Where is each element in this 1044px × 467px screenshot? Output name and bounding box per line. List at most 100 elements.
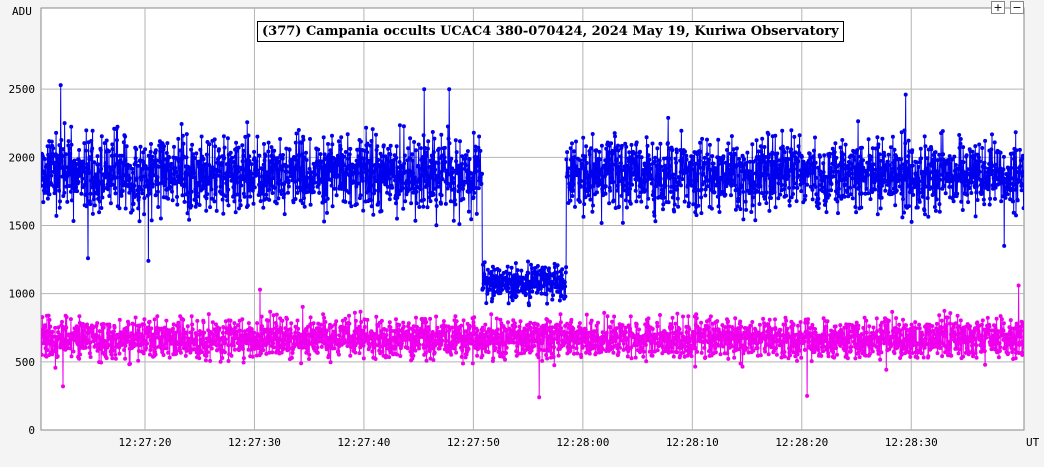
data-point xyxy=(510,266,514,270)
data-point xyxy=(829,188,833,192)
data-point xyxy=(563,280,567,284)
data-point xyxy=(903,178,907,182)
data-point xyxy=(246,204,250,208)
data-point xyxy=(817,202,821,206)
data-point xyxy=(449,353,453,357)
data-point xyxy=(579,179,583,183)
data-point xyxy=(173,166,177,170)
data-point xyxy=(344,150,348,154)
data-point xyxy=(858,155,862,159)
data-point xyxy=(385,168,389,172)
data-point xyxy=(531,277,535,281)
data-point xyxy=(422,133,426,137)
data-point xyxy=(436,161,440,165)
data-point xyxy=(452,219,456,223)
data-point xyxy=(209,187,213,191)
data-point xyxy=(783,183,787,187)
data-point xyxy=(685,194,689,198)
data-point xyxy=(707,158,711,162)
data-point xyxy=(268,188,272,192)
data-point xyxy=(674,322,678,326)
data-point xyxy=(925,156,929,160)
data-point xyxy=(906,154,910,158)
data-point xyxy=(328,169,332,173)
data-point xyxy=(609,158,613,162)
data-point xyxy=(219,185,223,189)
data-point xyxy=(356,182,360,186)
data-point xyxy=(117,171,121,175)
data-point xyxy=(972,176,976,180)
data-point xyxy=(187,218,191,222)
data-point xyxy=(149,326,153,330)
data-point xyxy=(1022,206,1026,210)
data-point xyxy=(84,346,88,350)
data-point xyxy=(305,158,309,162)
data-point xyxy=(80,177,84,181)
data-point xyxy=(417,143,421,147)
data-point xyxy=(311,185,315,189)
data-point xyxy=(64,152,68,156)
data-point xyxy=(475,155,479,159)
data-point xyxy=(675,312,679,316)
data-point xyxy=(429,160,433,164)
data-point xyxy=(993,197,997,201)
data-point xyxy=(883,189,887,193)
data-point xyxy=(259,351,263,355)
data-point xyxy=(361,329,365,333)
data-point xyxy=(91,129,95,133)
data-point xyxy=(403,154,407,158)
data-point xyxy=(615,336,619,340)
data-point xyxy=(208,359,212,363)
data-point xyxy=(670,148,674,152)
data-point xyxy=(993,140,997,144)
data-point xyxy=(613,134,617,138)
data-point xyxy=(551,340,555,344)
data-point xyxy=(302,196,306,200)
data-point xyxy=(824,199,828,203)
x-tick-label: 12:28:30 xyxy=(885,436,938,449)
data-point xyxy=(86,162,90,166)
data-point xyxy=(523,333,527,337)
data-point xyxy=(320,180,324,184)
data-point xyxy=(833,141,837,145)
data-point xyxy=(140,191,144,195)
data-point xyxy=(354,319,358,323)
data-point xyxy=(465,176,469,180)
data-point xyxy=(455,150,459,154)
data-point xyxy=(89,355,93,359)
data-point xyxy=(200,350,204,354)
data-point xyxy=(676,197,680,201)
data-point xyxy=(841,158,845,162)
data-point xyxy=(110,142,114,146)
data-point xyxy=(652,190,656,194)
data-point xyxy=(785,146,789,150)
data-point xyxy=(966,200,970,204)
data-point xyxy=(657,169,661,173)
data-point xyxy=(333,346,337,350)
data-point xyxy=(803,198,807,202)
data-point xyxy=(822,170,826,174)
data-point xyxy=(257,154,261,158)
data-point xyxy=(270,328,274,332)
data-point xyxy=(718,210,722,214)
data-point xyxy=(958,146,962,150)
data-point xyxy=(440,339,444,343)
data-point xyxy=(48,325,52,329)
data-point xyxy=(299,166,303,170)
data-point xyxy=(424,165,428,169)
data-point xyxy=(406,346,410,350)
data-point xyxy=(223,177,227,181)
data-point xyxy=(573,205,577,209)
data-point xyxy=(242,356,246,360)
data-point xyxy=(377,189,381,193)
data-point xyxy=(59,138,63,142)
data-point xyxy=(982,202,986,206)
data-point xyxy=(431,130,435,134)
data-point xyxy=(738,192,742,196)
data-point xyxy=(572,182,576,186)
data-point xyxy=(741,190,745,194)
data-point xyxy=(578,321,582,325)
data-point xyxy=(349,204,353,208)
data-point xyxy=(270,350,274,354)
data-point xyxy=(818,155,822,159)
